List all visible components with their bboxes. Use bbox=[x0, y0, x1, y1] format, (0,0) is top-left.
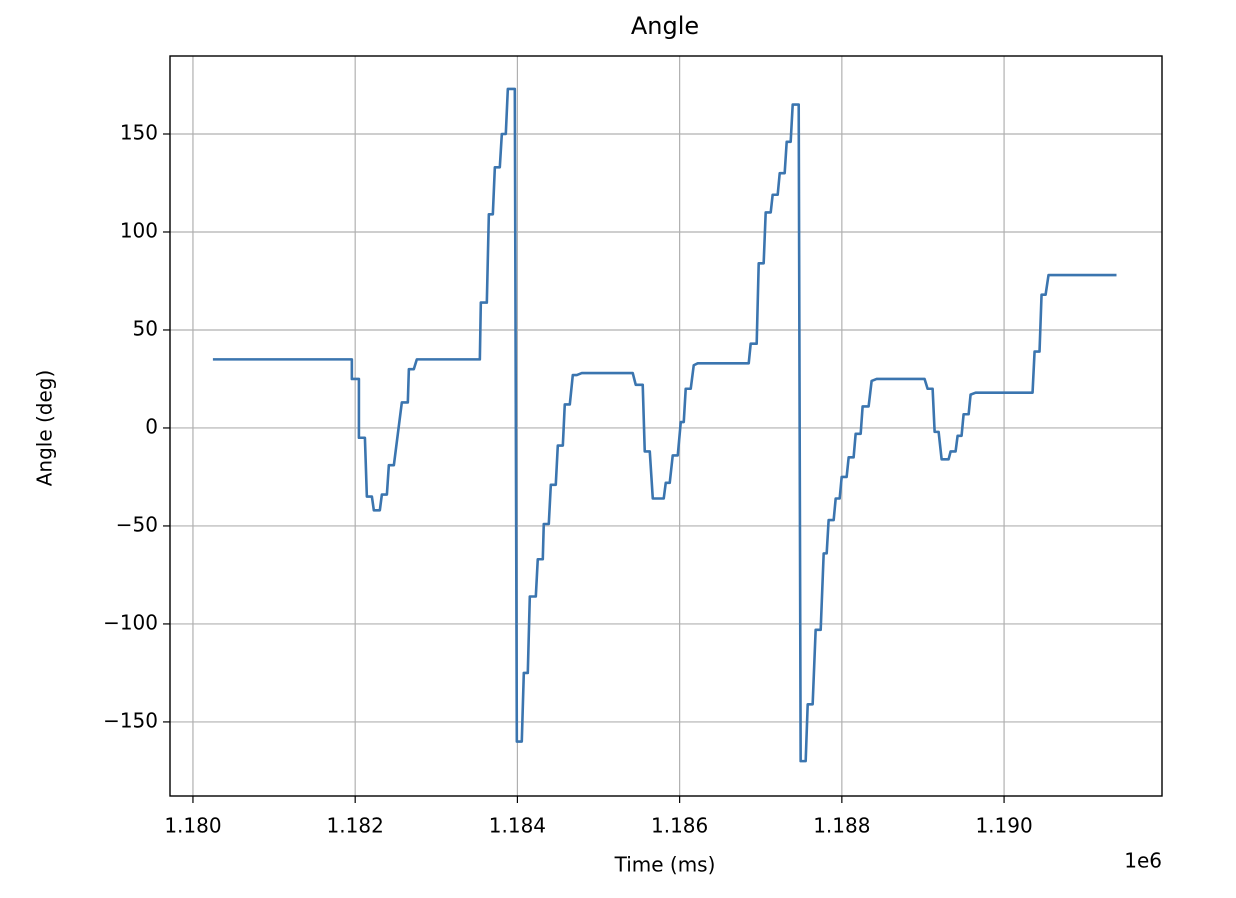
y-tick-label: 150 bbox=[120, 120, 158, 144]
x-tick-label: 1.180 bbox=[164, 814, 221, 838]
x-tick-label: 1.186 bbox=[651, 814, 708, 838]
x-tick-label: 1.190 bbox=[975, 814, 1032, 838]
data-line bbox=[212, 87, 1117, 763]
chart-title: Angle bbox=[631, 12, 699, 40]
x-tick-label: 1.182 bbox=[327, 814, 384, 838]
y-axis-label: Angle (deg) bbox=[33, 370, 57, 487]
x-tick-label: 1.188 bbox=[813, 814, 870, 838]
x-axis-label: Time (ms) bbox=[614, 853, 716, 877]
y-tick-label: 0 bbox=[145, 414, 158, 438]
y-tick-label: −100 bbox=[103, 610, 158, 634]
y-tick-label: −50 bbox=[116, 512, 158, 536]
y-tick-label: 50 bbox=[133, 316, 158, 340]
y-tick-label: −150 bbox=[103, 708, 158, 732]
x-tick-label: 1.184 bbox=[489, 814, 546, 838]
plot-frame bbox=[169, 55, 1163, 797]
x-offset-label: 1e6 bbox=[1124, 849, 1162, 873]
y-tick-label: 100 bbox=[120, 218, 158, 242]
